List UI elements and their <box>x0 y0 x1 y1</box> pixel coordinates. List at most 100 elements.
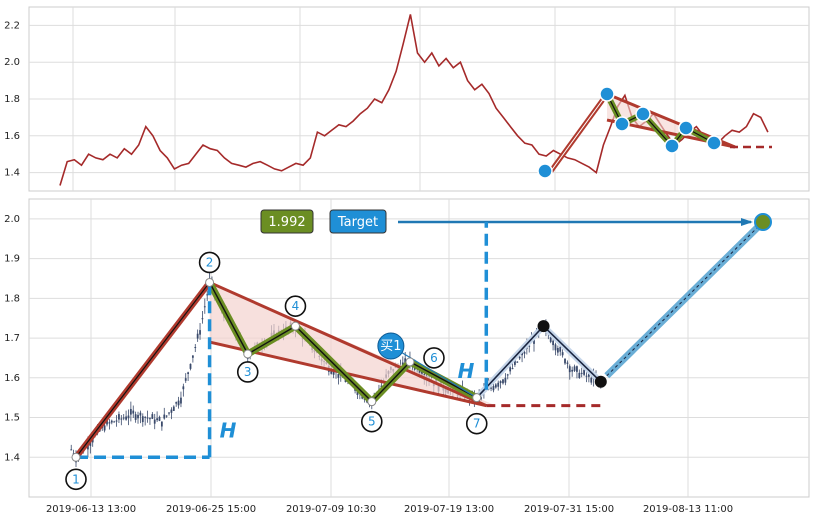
pattern-label-text: 3 <box>244 365 252 379</box>
candle-body <box>115 420 118 422</box>
projection-core <box>606 221 764 377</box>
value-badge: 1.992 <box>260 209 314 234</box>
candle-body <box>189 363 192 369</box>
overview-ytick: 1.4 <box>4 168 20 179</box>
candle-body <box>492 386 495 391</box>
candle-body <box>151 414 154 419</box>
post-low-point <box>594 375 607 388</box>
pattern-point <box>472 393 482 403</box>
detail-ytick: 2.0 <box>4 214 20 225</box>
overview-ytick: 2.0 <box>4 57 20 68</box>
detail-xtick: 2019-07-19 13:00 <box>404 504 494 515</box>
overview-ytick: 1.8 <box>4 94 20 105</box>
overview-pattern-point <box>706 135 722 151</box>
pattern-label-text: 6 <box>430 351 438 365</box>
candle-body <box>497 382 500 387</box>
candle-body <box>564 358 566 364</box>
candle-body <box>149 418 151 420</box>
candle-body <box>533 339 535 344</box>
candle-body <box>332 369 335 375</box>
candle-body <box>129 408 132 415</box>
pattern-label-text: 4 <box>292 299 300 313</box>
post-high-point <box>537 320 550 333</box>
candle-body <box>556 348 559 353</box>
pattern-point <box>71 452 81 462</box>
pattern-label-text: 1 <box>72 472 80 486</box>
candle-body <box>506 374 509 376</box>
candle-body <box>177 400 180 406</box>
buy-marker-label: 买1 <box>380 339 401 354</box>
candle-body <box>549 337 552 342</box>
candle-body <box>587 373 590 377</box>
pattern-label-text: 7 <box>473 417 481 431</box>
candle-body <box>552 340 554 346</box>
candle-body <box>106 419 108 425</box>
pattern-label-text: 5 <box>368 415 376 429</box>
overview-pattern-point <box>678 120 694 136</box>
candle-body <box>156 418 159 421</box>
candle-body <box>146 417 149 419</box>
overview-impulse-inner <box>550 93 608 172</box>
h-label-left: H <box>220 418 237 442</box>
candle-body <box>576 366 578 372</box>
candle-body <box>559 346 562 352</box>
overview-pattern-point <box>664 138 680 154</box>
pattern-label-text: 2 <box>206 255 214 269</box>
target-arrow-head <box>741 218 753 227</box>
candle-body <box>127 415 130 419</box>
detail-xtick: 2019-07-09 10:30 <box>286 504 376 515</box>
candle-body <box>380 385 383 387</box>
candle-body <box>103 425 106 431</box>
pattern-label-circle <box>236 361 259 383</box>
target-badge: Target <box>329 209 387 234</box>
pattern-point <box>367 397 377 407</box>
candle-body <box>583 369 585 375</box>
detail-ytick: 1.6 <box>4 373 20 384</box>
candle-body <box>108 422 111 424</box>
candle-body <box>404 358 407 364</box>
pattern-label-circle <box>65 468 87 491</box>
impulse-core <box>75 282 211 458</box>
candle-body <box>141 416 144 423</box>
buy-connector <box>390 345 478 399</box>
candle-body <box>180 397 182 404</box>
detail-ytick: 1.4 <box>4 452 20 463</box>
candle-body <box>132 410 135 414</box>
candle-body <box>418 369 421 375</box>
buy-marker <box>377 332 405 360</box>
candle-body <box>91 438 94 443</box>
candle-body <box>561 352 564 356</box>
candle-body <box>571 369 574 372</box>
target-badge-text: Target <box>337 215 378 230</box>
candle-body <box>89 441 92 446</box>
overview-pattern-point <box>635 106 651 122</box>
candle-body <box>139 412 142 416</box>
detail-xtick: 2019-08-13 11:00 <box>643 504 733 515</box>
candle-body <box>120 418 123 420</box>
candle-body <box>523 351 526 354</box>
overview-ytick: 2.2 <box>4 20 20 31</box>
candle-body <box>118 414 120 420</box>
candle-body <box>203 306 206 308</box>
candle-body <box>137 414 139 419</box>
candle-body <box>511 368 514 370</box>
axis-ticks: 1.4 1.6 1.8 2.0 2.2 1.4 1.5 1.6 1.7 1.8 1.9 2.0 2019… <box>4 20 733 515</box>
candle-body <box>199 330 201 335</box>
overview-pattern-point <box>614 116 630 132</box>
candle-body <box>163 414 166 419</box>
overview-series <box>59 14 772 186</box>
value-badge-text: 1.992 <box>268 215 305 230</box>
candle-body <box>401 362 404 365</box>
detail-panel <box>28 198 810 498</box>
detail-ytick: 1.8 <box>4 293 20 304</box>
candle-body <box>196 333 199 339</box>
candle-body <box>158 416 161 421</box>
candle-body <box>590 377 593 383</box>
wedge-upper <box>208 281 487 407</box>
pattern-label-circle <box>360 410 383 433</box>
overview-pattern-point <box>599 86 615 102</box>
pattern-point <box>243 349 253 359</box>
candle-body <box>194 347 197 349</box>
candle-body <box>165 415 168 417</box>
